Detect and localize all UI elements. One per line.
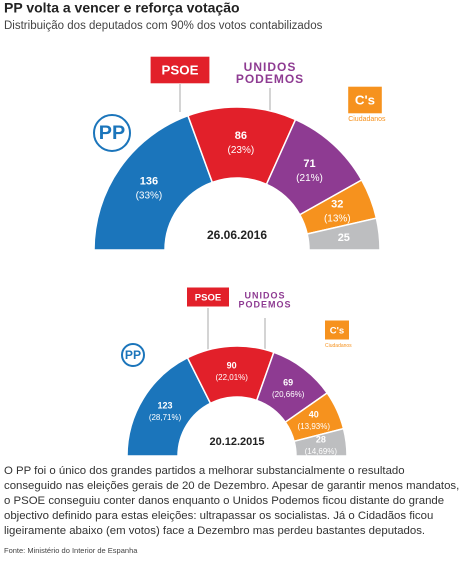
body-text: O PP foi o único dos grandes partidos a … <box>4 465 460 537</box>
value-label: 86 <box>235 130 247 142</box>
value-label: 123 <box>158 401 173 411</box>
logo-box <box>150 56 210 84</box>
logo-box <box>325 320 349 340</box>
source: Fonte: Ministério do Interior de Espanha <box>4 546 138 555</box>
value-label: 40 <box>309 410 319 420</box>
center-label: 20.12.2015 <box>209 436 264 448</box>
logo-subtext: Ciudadanos <box>348 116 386 123</box>
logo-text: C's <box>355 93 375 108</box>
logo-text: PP <box>99 122 125 144</box>
logo-text: PODEMOS <box>238 299 291 309</box>
value-label: 71 <box>303 158 315 170</box>
logo-text: UNIDOS <box>244 290 285 300</box>
logo-text: C's <box>330 326 344 337</box>
value-label: 32 <box>331 199 343 211</box>
logo-text: UNIDOS <box>244 60 297 74</box>
share-label: (33%) <box>136 191 163 202</box>
value-label: 25 <box>338 232 350 244</box>
logo-box <box>187 287 229 307</box>
segment <box>306 217 381 251</box>
logo-box <box>348 86 382 114</box>
logo-circle <box>93 114 131 152</box>
value-label: 69 <box>283 378 293 388</box>
subtitle: Distribuição dos deputados com 90% dos v… <box>4 20 323 32</box>
value-label: 28 <box>316 434 326 444</box>
logo-subtext: Ciudadanos <box>325 343 352 349</box>
title: PP volta a vencer e reforça votação <box>4 0 240 16</box>
logo-text: PSOE <box>195 293 221 304</box>
logo-text: PODEMOS <box>236 72 304 86</box>
share-label: (13,93%) <box>298 422 331 431</box>
value-label: 90 <box>227 361 237 371</box>
share-label: (22,01%) <box>215 373 248 382</box>
share-label: (21%) <box>296 173 323 184</box>
share-label: (28,71%) <box>149 413 182 422</box>
logo-text: PP <box>125 348 141 362</box>
share-label: (20,66%) <box>272 390 305 399</box>
center-label: 26.06.2016 <box>207 228 267 242</box>
segment <box>93 114 214 251</box>
share-label: (23%) <box>228 145 255 156</box>
logo-text: PSOE <box>162 63 199 78</box>
share-label: (13%) <box>324 214 351 225</box>
share-label: (14,69%) <box>305 447 338 456</box>
segment <box>293 427 348 457</box>
value-label: 136 <box>140 176 158 188</box>
logo-circle <box>121 343 145 367</box>
